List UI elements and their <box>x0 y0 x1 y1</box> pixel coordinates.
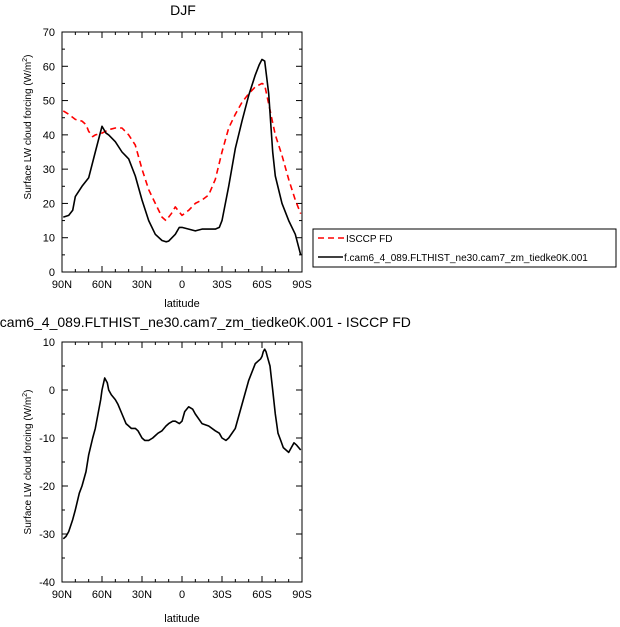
bottom-ytick-label: 10 <box>43 337 55 349</box>
top-series-group <box>62 58 302 256</box>
bottom-xtick-label: 90N <box>52 589 72 601</box>
top-xtick-label: 0 <box>179 279 185 291</box>
top-ytick-label: 10 <box>43 233 55 245</box>
top-xtick-label: 90N <box>52 279 72 291</box>
top-ytick-label: 40 <box>43 130 55 142</box>
bottom-xtick-label: 0 <box>179 589 185 601</box>
top-title: DJF <box>170 2 196 18</box>
bottom-series-group <box>62 348 302 540</box>
legend-label-isccp: ISCCP FD <box>346 234 393 245</box>
bottom-xtick-label: 30N <box>132 589 152 601</box>
top-ytick-label: 50 <box>43 96 55 108</box>
bottom-plot-frame <box>61 341 303 583</box>
bottom-xtick-label: 30S <box>212 589 232 601</box>
top-xlabel: latitude <box>164 298 199 310</box>
top-series-line-1 <box>63 58 302 256</box>
top-xtick-label: 90S <box>292 279 312 291</box>
bottom-panel: f.cam6_4_089.FLTHIST_ne30.cam7_zm_tiedke… <box>0 314 411 625</box>
top-plot-frame <box>61 31 303 273</box>
top-xtick-label: 30N <box>132 279 152 291</box>
bottom-xlabel: latitude <box>164 613 199 625</box>
bottom-ytick-label: 0 <box>49 385 55 397</box>
top-gridless-ticks: 90N 60N 30N 0 30S 60S 90S 0 10 20 30 40 50 60 70 <box>43 27 312 291</box>
legend-label-model: f.cam6_4_089.FLTHIST_ne30.cam7_zm_tiedke… <box>344 253 588 264</box>
legend-box <box>312 228 617 268</box>
bottom-ytick-label: -20 <box>39 481 55 493</box>
bottom-xtick-label: 90S <box>292 589 312 601</box>
top-xtick-label: 60S <box>252 279 272 291</box>
bottom-ytick-label: -10 <box>39 433 55 445</box>
bottom-title: f.cam6_4_089.FLTHIST_ne30.cam7_zm_tiedke… <box>0 314 411 330</box>
top-ytick-label: 0 <box>49 267 55 279</box>
top-panel: DJF 90N 60N 30N 0 30S 60S 90S 0 10 20 30 40 50 60 70 S… <box>22 2 617 310</box>
top-ylabel: Surface LW cloud forcing (W/m2) <box>22 55 34 200</box>
bottom-ylabel: Surface LW cloud forcing (W/m2) <box>22 390 34 535</box>
top-ytick-label: 60 <box>43 61 55 73</box>
bottom-xtick-label: 60S <box>252 589 272 601</box>
top-ytick-label: 70 <box>43 27 55 39</box>
top-xtick-label: 60N <box>92 279 112 291</box>
bottom-series-line-0 <box>62 348 302 540</box>
bottom-ytick-label: -40 <box>39 577 55 589</box>
top-ytick-label: 20 <box>43 198 55 210</box>
bottom-xtick-label: 60N <box>92 589 112 601</box>
top-xtick-label: 30S <box>212 279 232 291</box>
bottom-ytick-label: -30 <box>39 529 55 541</box>
legend: ISCCP FD f.cam6_4_089.FLTHIST_ne30.cam7_… <box>312 228 617 268</box>
top-ytick-label: 30 <box>43 164 55 176</box>
top-series-line-0 <box>62 82 302 222</box>
